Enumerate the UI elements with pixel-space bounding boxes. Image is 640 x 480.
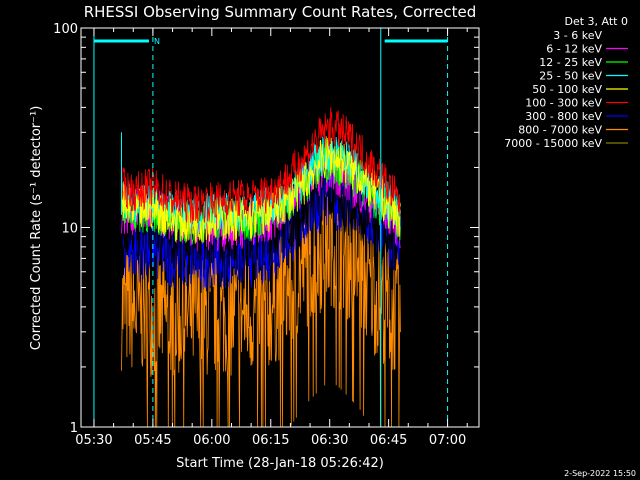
y-axis: 1 10 100 [53, 22, 479, 436]
x-tick-label: 05:30 [75, 433, 112, 448]
footer-timestamp: 2-Sep-2022 15:50 [564, 469, 636, 478]
y-axis-label: Corrected Count Rate (s⁻¹ detector⁻¹) [29, 106, 44, 351]
x-axis-label: Start Time (28-Jan-18 05:26:42) [176, 456, 384, 471]
x-tick-label: 06:00 [193, 433, 230, 448]
y-tick-label: 10 [61, 222, 78, 237]
y-tick-label: 100 [53, 22, 78, 37]
top-bar-label: N [154, 37, 160, 46]
legend-label: 800 - 7000 keV [518, 124, 602, 137]
legend-label: 50 - 100 keV [532, 83, 602, 96]
legend-title: Det 3, Att 0 [565, 15, 629, 28]
x-tick-label: 07:00 [429, 433, 466, 448]
x-tick-label: 06:15 [252, 433, 289, 448]
legend-label: 300 - 800 keV [525, 110, 602, 123]
series-layer [121, 107, 401, 428]
legend-label: 6 - 12 keV [546, 43, 602, 56]
x-tick-label: 06:45 [370, 433, 407, 448]
series-line [121, 184, 401, 428]
x-tick-label: 05:45 [134, 433, 171, 448]
series-line [121, 136, 401, 244]
chart-title: RHESSI Observing Summary Count Rates, Co… [84, 3, 477, 21]
series-line [121, 107, 401, 225]
legend-label: 7000 - 15000 keV [504, 137, 602, 150]
legend-label: 3 - 6 keV [553, 29, 602, 42]
legend-label: 100 - 300 keV [525, 97, 602, 110]
x-tick-label: 06:30 [311, 433, 348, 448]
y-tick-label: 1 [70, 421, 78, 436]
x-axis: 05:30 05:45 06:00 06:15 06:30 06:45 07:00 [75, 28, 468, 448]
legend-label: 12 - 25 keV [539, 56, 602, 69]
legend-label: 25 - 50 keV [539, 70, 602, 83]
marker-layer: N [93, 28, 449, 427]
